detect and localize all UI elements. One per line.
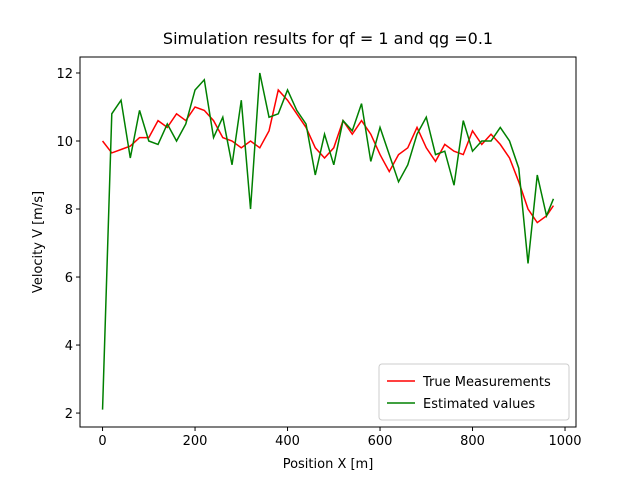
x-tick-label: 200	[183, 434, 208, 449]
data-line	[101, 72, 555, 410]
x-axis-label: Position X [m]	[283, 457, 374, 472]
y-tick-label: 12	[56, 67, 73, 82]
x-tick-label: 1000	[548, 434, 581, 449]
x-tick-label: 0	[98, 434, 106, 449]
y-tick-label: 4	[65, 339, 73, 354]
legend-label: True Measurements	[422, 375, 551, 390]
x-tick-label: 800	[460, 434, 485, 449]
y-tick-label: 10	[56, 135, 73, 150]
legend-box	[378, 363, 570, 421]
y-tick-label: 6	[65, 271, 73, 286]
x-tick-label: 400	[275, 434, 300, 449]
legend-label: Estimated values	[423, 397, 535, 412]
x-tick-label: 600	[368, 434, 393, 449]
y-axis-label: Velocity V [m/s]	[31, 191, 46, 293]
y-tick-label: 8	[65, 203, 73, 218]
plot-frame	[79, 56, 577, 428]
chart-title: Simulation results for qf = 1 and qg =0.…	[163, 29, 493, 48]
y-tick-label: 2	[65, 407, 73, 422]
data-line	[101, 88, 555, 224]
